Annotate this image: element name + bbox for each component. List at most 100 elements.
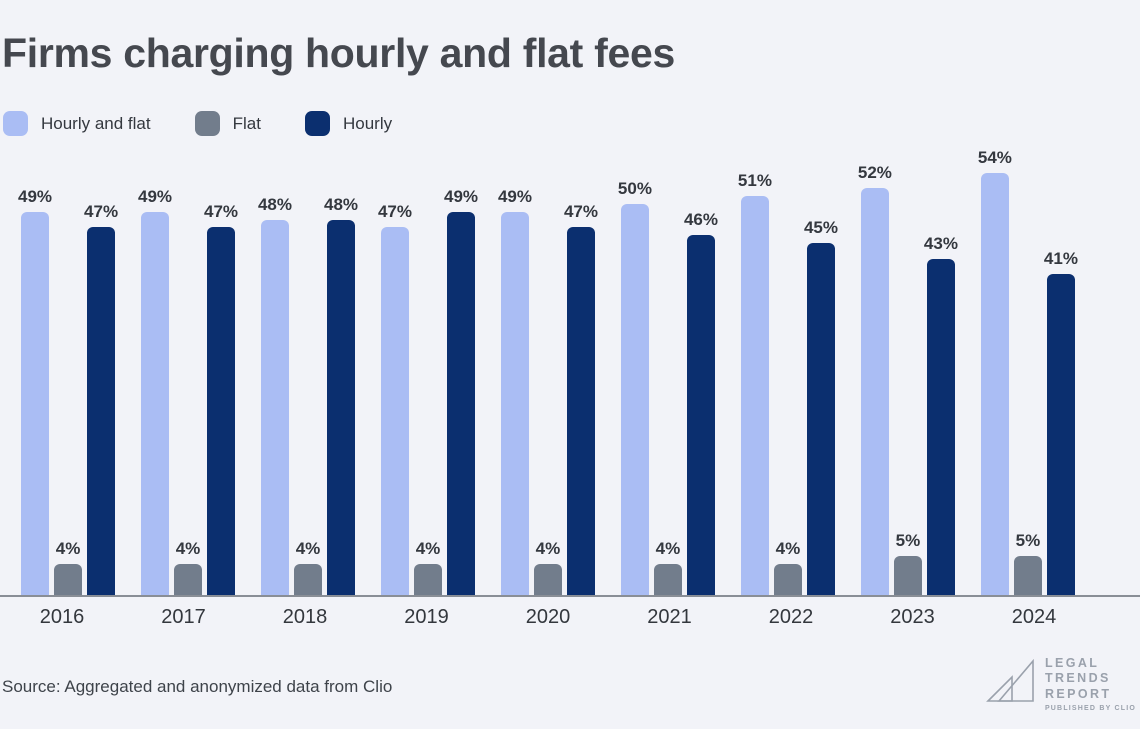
bar-flat-2018 [294,564,322,595]
bar-flat-2019 [413,564,442,595]
data-label-flat-2022: 4% [775,539,801,558]
bar-hourly-and-flat-2018 [260,220,289,595]
logo-wordmark: LEGAL TRENDS REPORT PUBLISHED BY CLIO [1045,656,1136,712]
barwrap-hourly-2020: 47% [564,202,598,595]
legend-label-hourly-and-flat: Hourly and flat [41,113,151,133]
bar-hourly-and-flat-2016 [21,212,50,595]
barwrap-hourly-2018: 48% [324,195,358,595]
year-group-2018: 48% 4% 48% [258,195,358,595]
legend-item-flat: Flat [194,111,261,136]
data-label-hourly-2018: 48% [324,195,359,214]
x-axis-tick-2020: 2020 [525,606,571,628]
bar-hourly-and-flat-2020 [500,212,529,595]
logo-line-1: LEGAL [1044,656,1100,670]
data-label-flat-2016: 4% [55,539,81,558]
bar-flat-2023 [893,556,922,595]
data-label-hourly-and-flat-2020: 49% [497,187,532,206]
data-label-hourly-2020: 47% [563,202,598,221]
barwrap-hourly-and-flat-2018: 48% [258,195,292,595]
bar-hourly-2019 [447,212,475,595]
bar-flat-2021 [653,564,682,595]
legend: Hourly and flat Flat Hourly [3,111,436,136]
bar-hourly-and-flat-2021 [620,204,649,595]
barwrap-flat-2021: 4% [653,539,682,595]
legend-item-hourly-and-flat: Hourly and flat [3,111,151,136]
barwrap-hourly-and-flat-2019: 47% [378,202,412,595]
data-label-hourly-and-flat-2018: 48% [257,195,292,214]
logo-triangles-icon [986,659,1034,702]
data-label-hourly-and-flat-2022: 51% [737,171,772,190]
barwrap-flat-2016: 4% [54,539,83,595]
bar-hourly-2018 [327,220,356,595]
x-axis-tick-2022: 2022 [768,606,814,628]
data-label-hourly-2021: 46% [683,210,718,229]
bar-hourly-2022 [806,243,835,595]
x-axis-tick-2017: 2017 [161,606,206,628]
barwrap-hourly-2019: 49% [444,187,478,595]
bar-hourly-2023 [926,259,955,595]
x-axis-tick-2023: 2023 [890,606,935,628]
data-label-hourly-2023: 43% [923,234,958,253]
year-group-2024: 54% 5% 41% [978,148,1078,595]
data-label-hourly-and-flat-2021: 50% [617,179,652,198]
bar-hourly-and-flat-2017 [141,212,169,595]
year-group-2020: 49% 4% 47% [498,187,598,595]
barwrap-flat-2020: 4% [533,539,562,595]
barwrap-flat-2017: 4% [174,539,203,595]
year-group-2022: 51% 4% 45% [738,171,838,595]
barwrap-hourly-2017: 47% [204,202,238,595]
logo-line-2: TRENDS [1044,671,1111,686]
data-label-hourly-2024: 41% [1043,249,1078,268]
data-label-hourly-2019: 49% [443,187,479,206]
legal-trends-report-logo: LEGAL TRENDS REPORT PUBLISHED BY CLIO [986,656,1136,712]
x-axis-tick-2019: 2019 [404,606,449,628]
data-label-flat-2019: 4% [415,539,441,558]
barwrap-hourly-2021: 46% [684,210,718,595]
data-label-flat-2024: 5% [1015,531,1041,550]
data-label-flat-2023: 5% [895,531,921,550]
barwrap-hourly-and-flat-2017: 49% [138,187,172,595]
data-label-hourly-and-flat-2019: 47% [377,202,412,221]
bar-flat-2017 [174,564,203,595]
x-axis-line [0,595,1140,597]
logo-tagline: PUBLISHED BY CLIO [1044,704,1136,712]
chart-title: Firms charging hourly and flat fees [2,30,675,76]
barwrap-hourly-2022: 45% [804,218,838,595]
data-label-hourly-and-flat-2017: 49% [137,187,173,206]
barwrap-hourly-and-flat-2023: 52% [858,163,892,595]
year-group-2017: 49% 4% 47% [138,187,238,595]
year-group-2021: 50% 4% 46% [618,179,718,595]
barwrap-flat-2023: 5% [893,531,922,595]
year-group-2016: 49% 4% 47% [18,187,118,595]
barwrap-flat-2019: 4% [413,539,442,595]
x-axis-tick-2018: 2018 [282,606,328,628]
bar-hourly-and-flat-2022 [740,196,769,595]
barwrap-hourly-and-flat-2022: 51% [738,171,772,595]
x-axis-tick-2021: 2021 [647,606,692,628]
data-label-flat-2020: 4% [535,539,561,558]
barwrap-flat-2022: 4% [773,539,802,595]
x-axis-tick-2024: 2024 [1011,606,1057,628]
data-label-hourly-and-flat-2016: 49% [18,187,53,206]
data-label-hourly-2017: 47% [204,202,239,221]
data-label-hourly-and-flat-2024: 54% [977,148,1012,167]
bar-flat-2016 [54,564,83,595]
bar-flat-2024 [1013,556,1042,595]
bar-hourly-and-flat-2024 [980,173,1009,595]
barwrap-flat-2024: 5% [1013,531,1042,595]
year-group-2019: 47% 4% 49% [378,187,478,595]
legend-label-hourly: Hourly [342,113,393,133]
legend-swatch-flat [194,111,220,136]
data-label-hourly-and-flat-2023: 52% [857,163,892,182]
barwrap-hourly-2016: 47% [84,202,118,595]
data-label-flat-2021: 4% [655,539,681,558]
bar-flat-2022 [773,564,802,595]
bar-flat-2020 [533,564,562,595]
logo-line-3: REPORT [1044,686,1112,701]
legend-label-flat: Flat [232,113,261,133]
legend-swatch-hourly [304,111,330,136]
barwrap-hourly-and-flat-2021: 50% [618,179,652,595]
bar-hourly-and-flat-2023 [860,188,889,595]
barwrap-hourly-and-flat-2024: 54% [978,148,1012,595]
x-axis-labels: 2016 2017 2018 2019 2020 2021 2022 2023 2024 [0,606,1140,629]
